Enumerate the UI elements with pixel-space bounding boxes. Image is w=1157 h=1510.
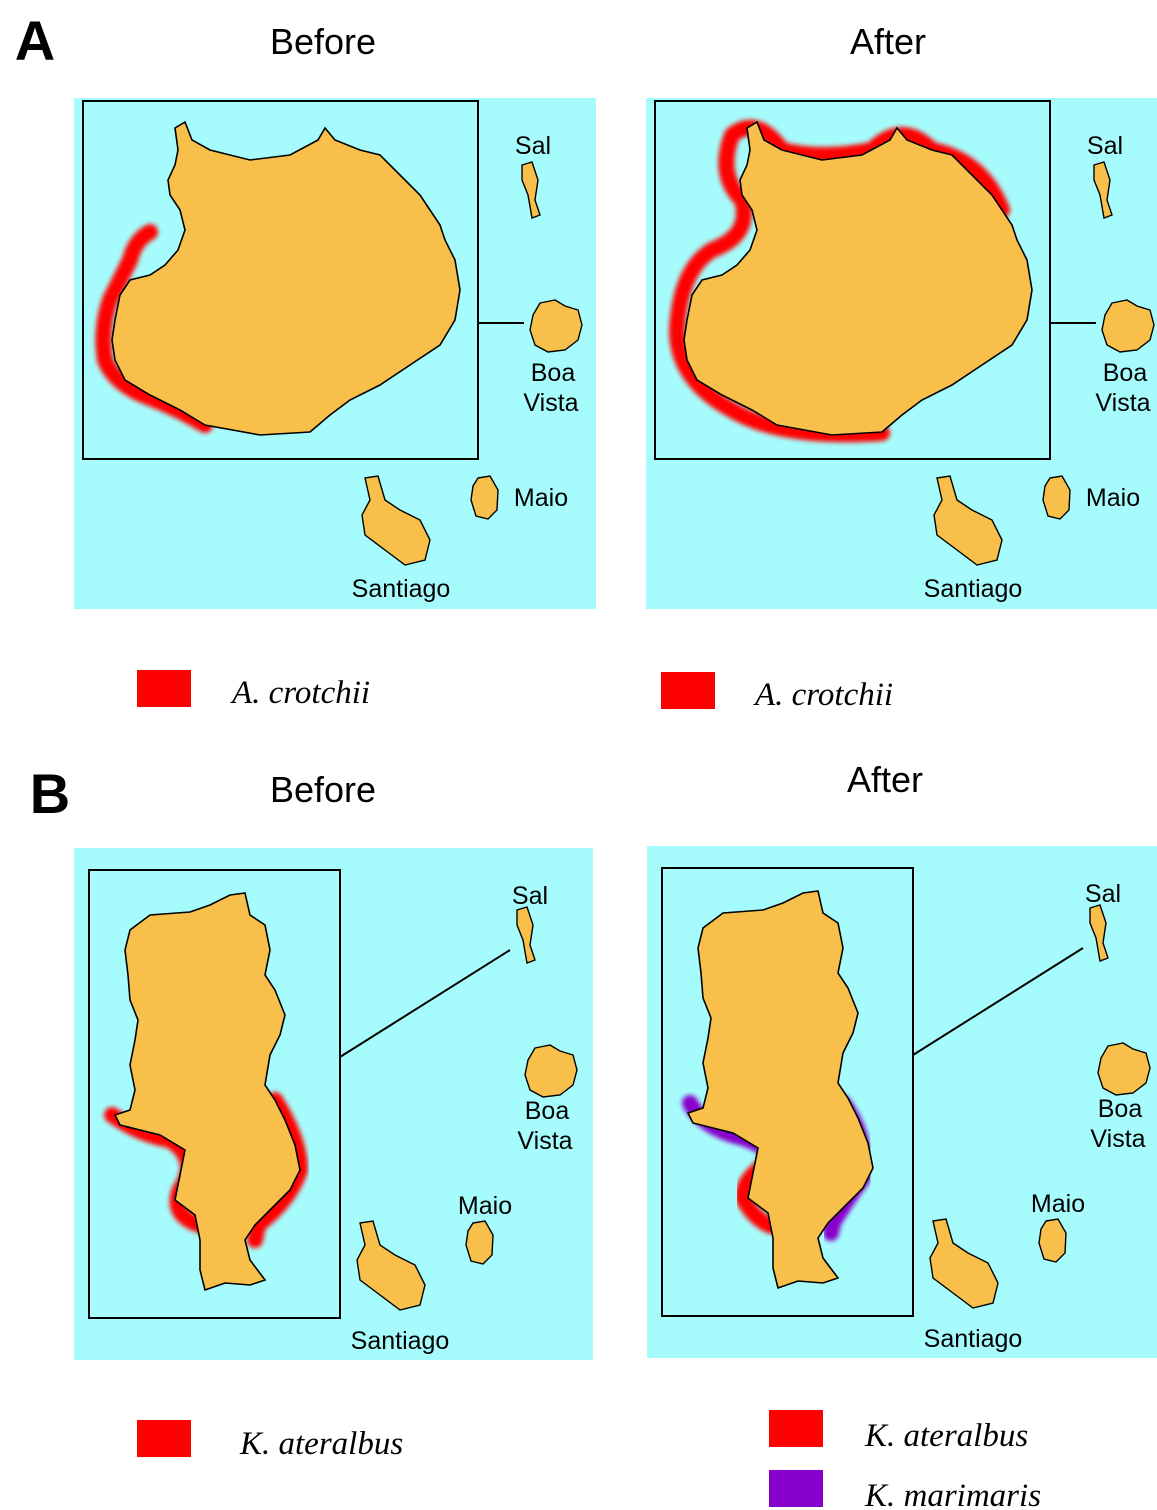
island (361, 475, 431, 566)
island-label: Sal (1087, 132, 1123, 160)
island-label: Vista (523, 389, 578, 417)
island-label: Sal (512, 882, 548, 910)
legend-label: A. crotchii (753, 677, 893, 713)
island (524, 1044, 578, 1098)
section-letter: A (15, 9, 55, 72)
legend-swatch (137, 670, 191, 707)
island-label: Santiago (352, 575, 451, 603)
island-label: Maio (1031, 1190, 1085, 1218)
island-label: Maio (458, 1192, 512, 1220)
island (1097, 1042, 1151, 1096)
island-label: Santiago (924, 575, 1023, 603)
island-label: Santiago (924, 1325, 1023, 1353)
island-zoom (686, 890, 874, 1290)
island (1089, 904, 1109, 962)
section-letter: B (30, 762, 70, 825)
island (529, 299, 583, 353)
panel-heading: After (850, 21, 926, 62)
island (516, 906, 536, 964)
inset-connector (339, 949, 511, 1058)
panel-heading: Before (270, 21, 376, 62)
panel-heading: After (847, 759, 923, 800)
panel-heading: Before (270, 769, 376, 810)
archipelago (356, 906, 578, 1311)
island-label: Sal (1085, 880, 1121, 908)
legend-label: K. marimaris (864, 1478, 1041, 1510)
island-zoom (113, 892, 301, 1292)
inset-box (88, 869, 341, 1319)
island-label: Boa (1098, 1095, 1143, 1123)
island-zoom (683, 120, 1033, 436)
inset-connector (912, 947, 1084, 1056)
island (1038, 1218, 1067, 1263)
island-zoom (111, 120, 461, 436)
legend-label: K. ateralbus (864, 1418, 1028, 1454)
island (929, 1218, 999, 1309)
island-label: Maio (1086, 484, 1140, 512)
island-label: Boa (1103, 359, 1148, 387)
island (356, 1220, 426, 1311)
island (1101, 299, 1155, 353)
island (933, 475, 1003, 566)
archipelago (933, 161, 1155, 566)
island-label: Boa (531, 359, 576, 387)
inset-box (82, 100, 479, 460)
archipelago (361, 161, 583, 566)
inset-box (654, 100, 1051, 460)
legend-swatch (137, 1420, 191, 1457)
island (1093, 161, 1113, 219)
island-label: Boa (525, 1097, 570, 1125)
legend-swatch (769, 1410, 823, 1447)
archipelago (929, 904, 1151, 1309)
inset-box (661, 867, 914, 1317)
legend-swatch (661, 672, 715, 709)
legend-swatch (769, 1470, 823, 1507)
island (1042, 475, 1071, 520)
island-label: Vista (1090, 1125, 1145, 1153)
island (470, 475, 499, 520)
island-label: Vista (517, 1127, 572, 1155)
island (521, 161, 541, 219)
island-label: Santiago (351, 1327, 450, 1355)
island-label: Vista (1095, 389, 1150, 417)
legend-label: A. crotchii (230, 675, 370, 711)
island-label: Maio (514, 484, 568, 512)
island (465, 1220, 494, 1265)
range-coast (95, 224, 213, 433)
range-coast (669, 119, 1010, 443)
legend-label: K. ateralbus (239, 1426, 403, 1462)
island-label: Sal (515, 132, 551, 160)
